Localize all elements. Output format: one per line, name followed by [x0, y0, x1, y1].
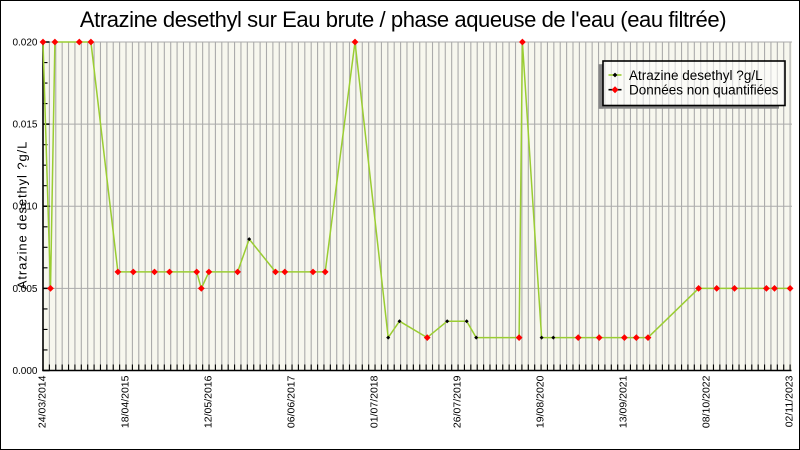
- svg-text:0.010: 0.010: [12, 202, 37, 213]
- svg-text:18/04/2015: 18/04/2015: [120, 375, 132, 428]
- svg-text:26/07/2019: 26/07/2019: [452, 375, 464, 428]
- svg-text:0.000: 0.000: [12, 366, 37, 377]
- svg-text:24/03/2014: 24/03/2014: [37, 375, 49, 428]
- svg-text:19/08/2020: 19/08/2020: [535, 375, 547, 428]
- svg-text:08/10/2022: 08/10/2022: [701, 375, 713, 428]
- svg-text:Atrazine desethyl ?g/L: Atrazine desethyl ?g/L: [629, 68, 763, 83]
- svg-text:06/06/2017: 06/06/2017: [286, 375, 298, 428]
- svg-text:13/09/2021: 13/09/2021: [618, 375, 630, 428]
- svg-text:Atrazine desethyl sur Eau brut: Atrazine desethyl sur Eau brute / phase …: [80, 7, 726, 32]
- svg-text:0.020: 0.020: [12, 37, 37, 48]
- svg-text:01/07/2018: 01/07/2018: [369, 375, 381, 428]
- svg-text:0.015: 0.015: [12, 120, 37, 131]
- svg-text:02/11/2023: 02/11/2023: [784, 375, 796, 427]
- svg-text:Données non quantifiées: Données non quantifiées: [629, 82, 779, 97]
- svg-text:Atrazine desethyl ?g/L: Atrazine desethyl ?g/L: [15, 141, 30, 289]
- svg-text:12/05/2016: 12/05/2016: [203, 375, 215, 428]
- svg-text:0.005: 0.005: [12, 284, 37, 295]
